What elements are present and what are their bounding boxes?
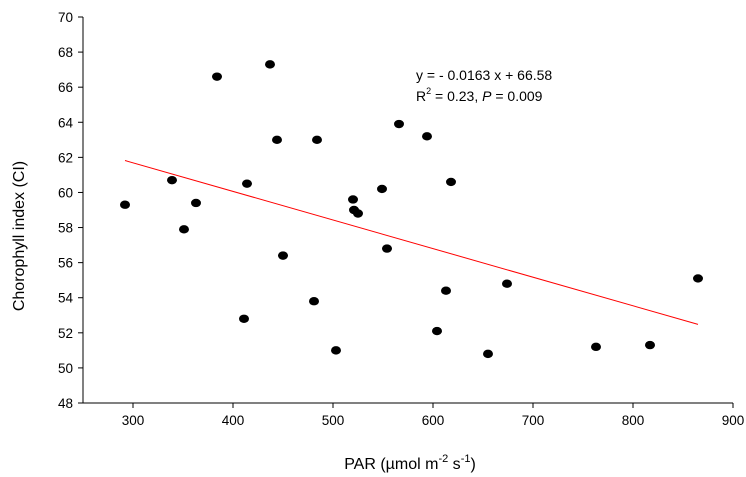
y-tick-label: 68 xyxy=(58,45,73,60)
y-tick-label: 70 xyxy=(58,10,73,25)
x-tick-label: 900 xyxy=(722,413,745,428)
data-point xyxy=(212,72,222,81)
x-tick-label: 300 xyxy=(122,413,145,428)
r-value: = 0.23, xyxy=(431,88,482,104)
y-tick-label: 60 xyxy=(58,185,73,200)
y-tick-label: 50 xyxy=(58,361,73,376)
y-tick-label: 54 xyxy=(58,291,74,306)
x-tick-label: 800 xyxy=(622,413,645,428)
data-point xyxy=(353,209,363,218)
data-point xyxy=(348,195,358,204)
data-point xyxy=(272,135,282,145)
data-point xyxy=(167,175,177,185)
data-point xyxy=(191,198,201,208)
data-point xyxy=(432,326,442,336)
y-tick-label: 48 xyxy=(58,396,73,411)
data-point xyxy=(120,200,130,209)
tick-labels: 48 50 52 54 56 58 60 62 64 66 68 70 300 400 500 600 700 8… xyxy=(58,10,744,428)
p-label: P xyxy=(482,88,492,104)
regression-equation: y = - 0.0163 x + 66.58 xyxy=(416,67,552,83)
data-point xyxy=(394,119,404,129)
r-superscript: 2 xyxy=(426,86,431,96)
data-point xyxy=(693,274,703,283)
x-tick-label: 400 xyxy=(222,413,245,428)
x-tick-label: 500 xyxy=(322,413,345,428)
data-point xyxy=(278,251,288,260)
p-value: = 0.009 xyxy=(491,88,542,104)
data-point xyxy=(312,135,322,145)
x-axis-title-end: ) xyxy=(470,456,475,473)
data-point xyxy=(645,340,655,350)
y-axis-title: Chorophyll index (CI) xyxy=(11,161,28,311)
x-axis-title-sup2: -1 xyxy=(461,453,471,465)
data-points xyxy=(120,60,703,359)
regression-stats: R2 = 0.23, P = 0.009 xyxy=(416,86,543,104)
data-point xyxy=(382,244,392,253)
data-point xyxy=(422,132,432,141)
data-point xyxy=(179,225,189,234)
y-tick-label: 52 xyxy=(58,326,73,341)
y-tick-label: 66 xyxy=(58,80,73,95)
x-axis-title: PAR (µmol m-2 s-1) xyxy=(344,453,476,473)
x-axis-title-base: PAR (µmol m xyxy=(344,456,438,473)
r-label: R xyxy=(416,88,426,104)
data-point xyxy=(377,184,387,194)
x-axis-title-mid: s xyxy=(448,456,460,473)
data-point xyxy=(331,346,341,355)
data-point xyxy=(483,349,493,359)
data-point xyxy=(441,286,451,295)
data-point xyxy=(502,279,512,288)
y-tick-label: 56 xyxy=(58,256,73,271)
data-point xyxy=(591,342,601,352)
x-axis-title-sup1: -2 xyxy=(438,453,448,465)
y-tick-label: 62 xyxy=(58,150,73,165)
data-point xyxy=(309,297,319,306)
data-point xyxy=(446,177,456,187)
x-tick-label: 700 xyxy=(522,413,545,428)
data-point xyxy=(265,60,275,69)
axes xyxy=(78,16,734,408)
trend-line xyxy=(124,160,699,325)
data-point xyxy=(239,314,249,323)
y-tick-label: 64 xyxy=(58,115,74,130)
data-point xyxy=(242,179,252,188)
x-tick-label: 600 xyxy=(422,413,445,428)
y-tick-label: 58 xyxy=(58,221,73,236)
